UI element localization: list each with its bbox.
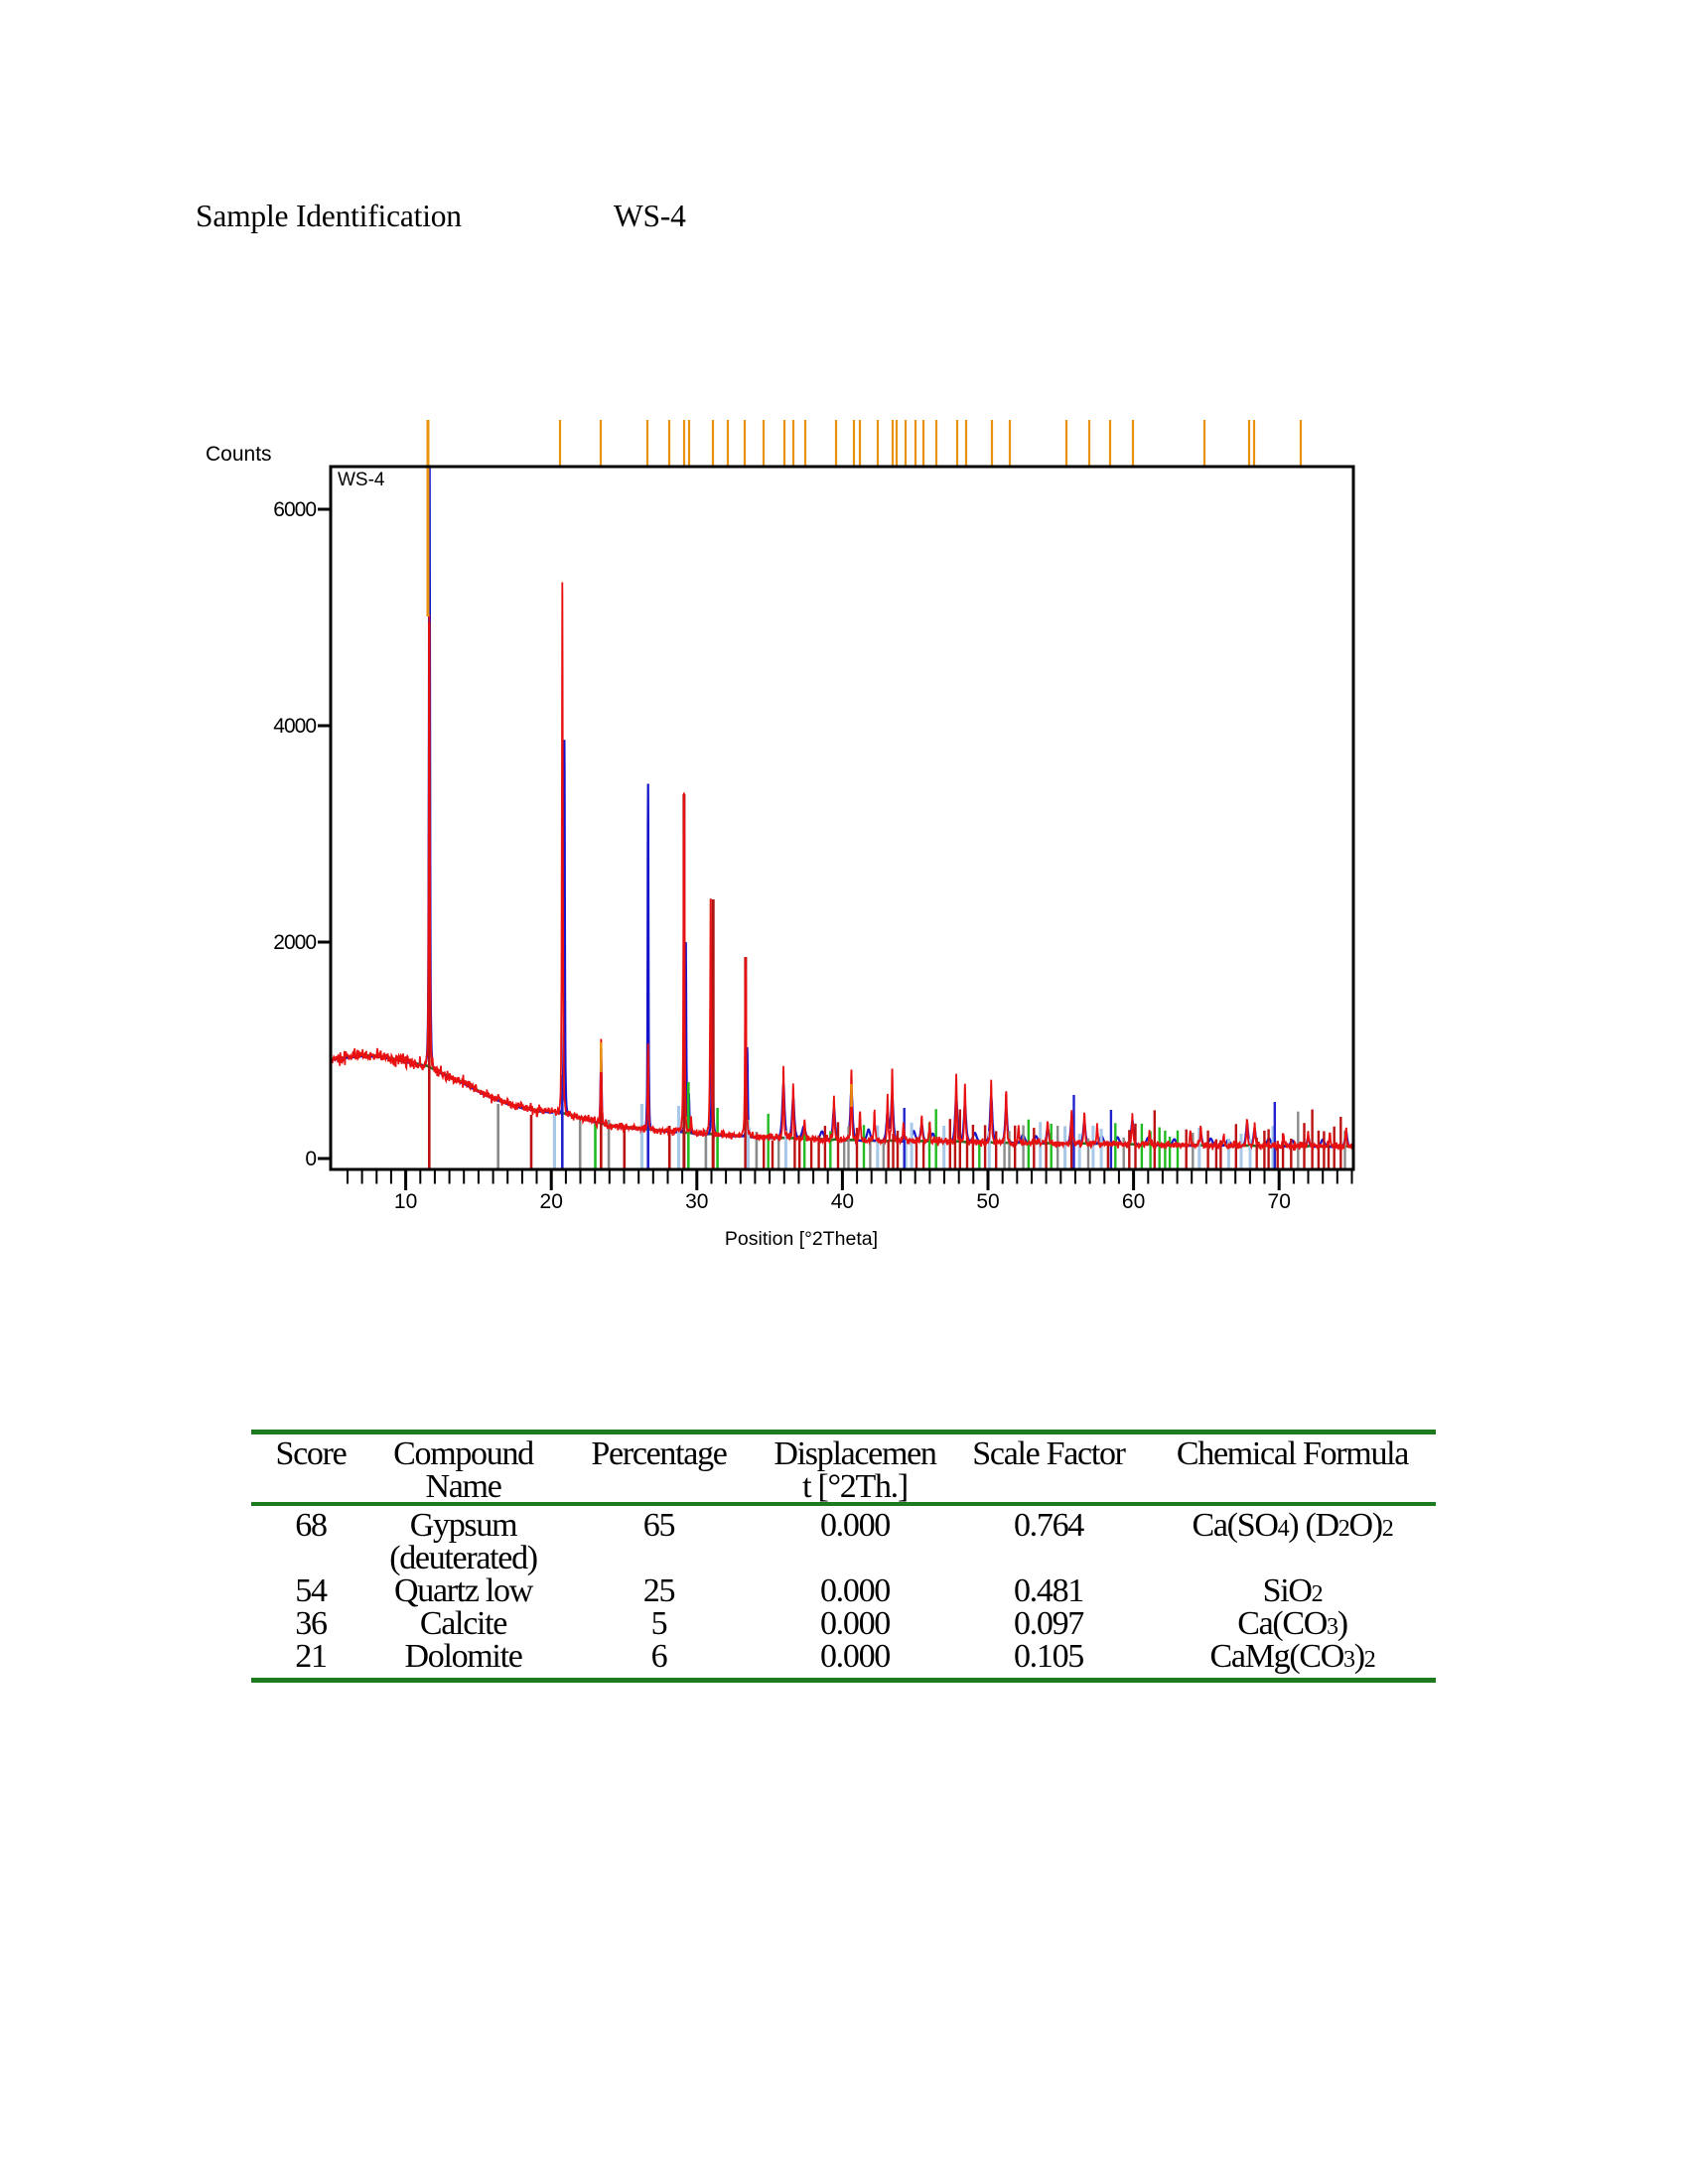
svg-text:Position [°2Theta]: Position [°2Theta] (725, 1228, 878, 1250)
svg-text:40: 40 (831, 1190, 854, 1213)
svg-text:10: 10 (394, 1190, 417, 1213)
svg-text:6000: 6000 (273, 498, 316, 521)
svg-text:70: 70 (1268, 1190, 1291, 1213)
svg-text:30: 30 (685, 1190, 708, 1213)
svg-text:50: 50 (976, 1190, 999, 1213)
svg-text:0: 0 (305, 1148, 316, 1170)
svg-text:Counts: Counts (206, 443, 272, 466)
svg-text:4000: 4000 (273, 715, 316, 738)
svg-text:60: 60 (1122, 1190, 1145, 1213)
svg-text:20: 20 (540, 1190, 563, 1213)
svg-text:WS-4: WS-4 (338, 470, 385, 490)
svg-text:2000: 2000 (273, 931, 316, 954)
